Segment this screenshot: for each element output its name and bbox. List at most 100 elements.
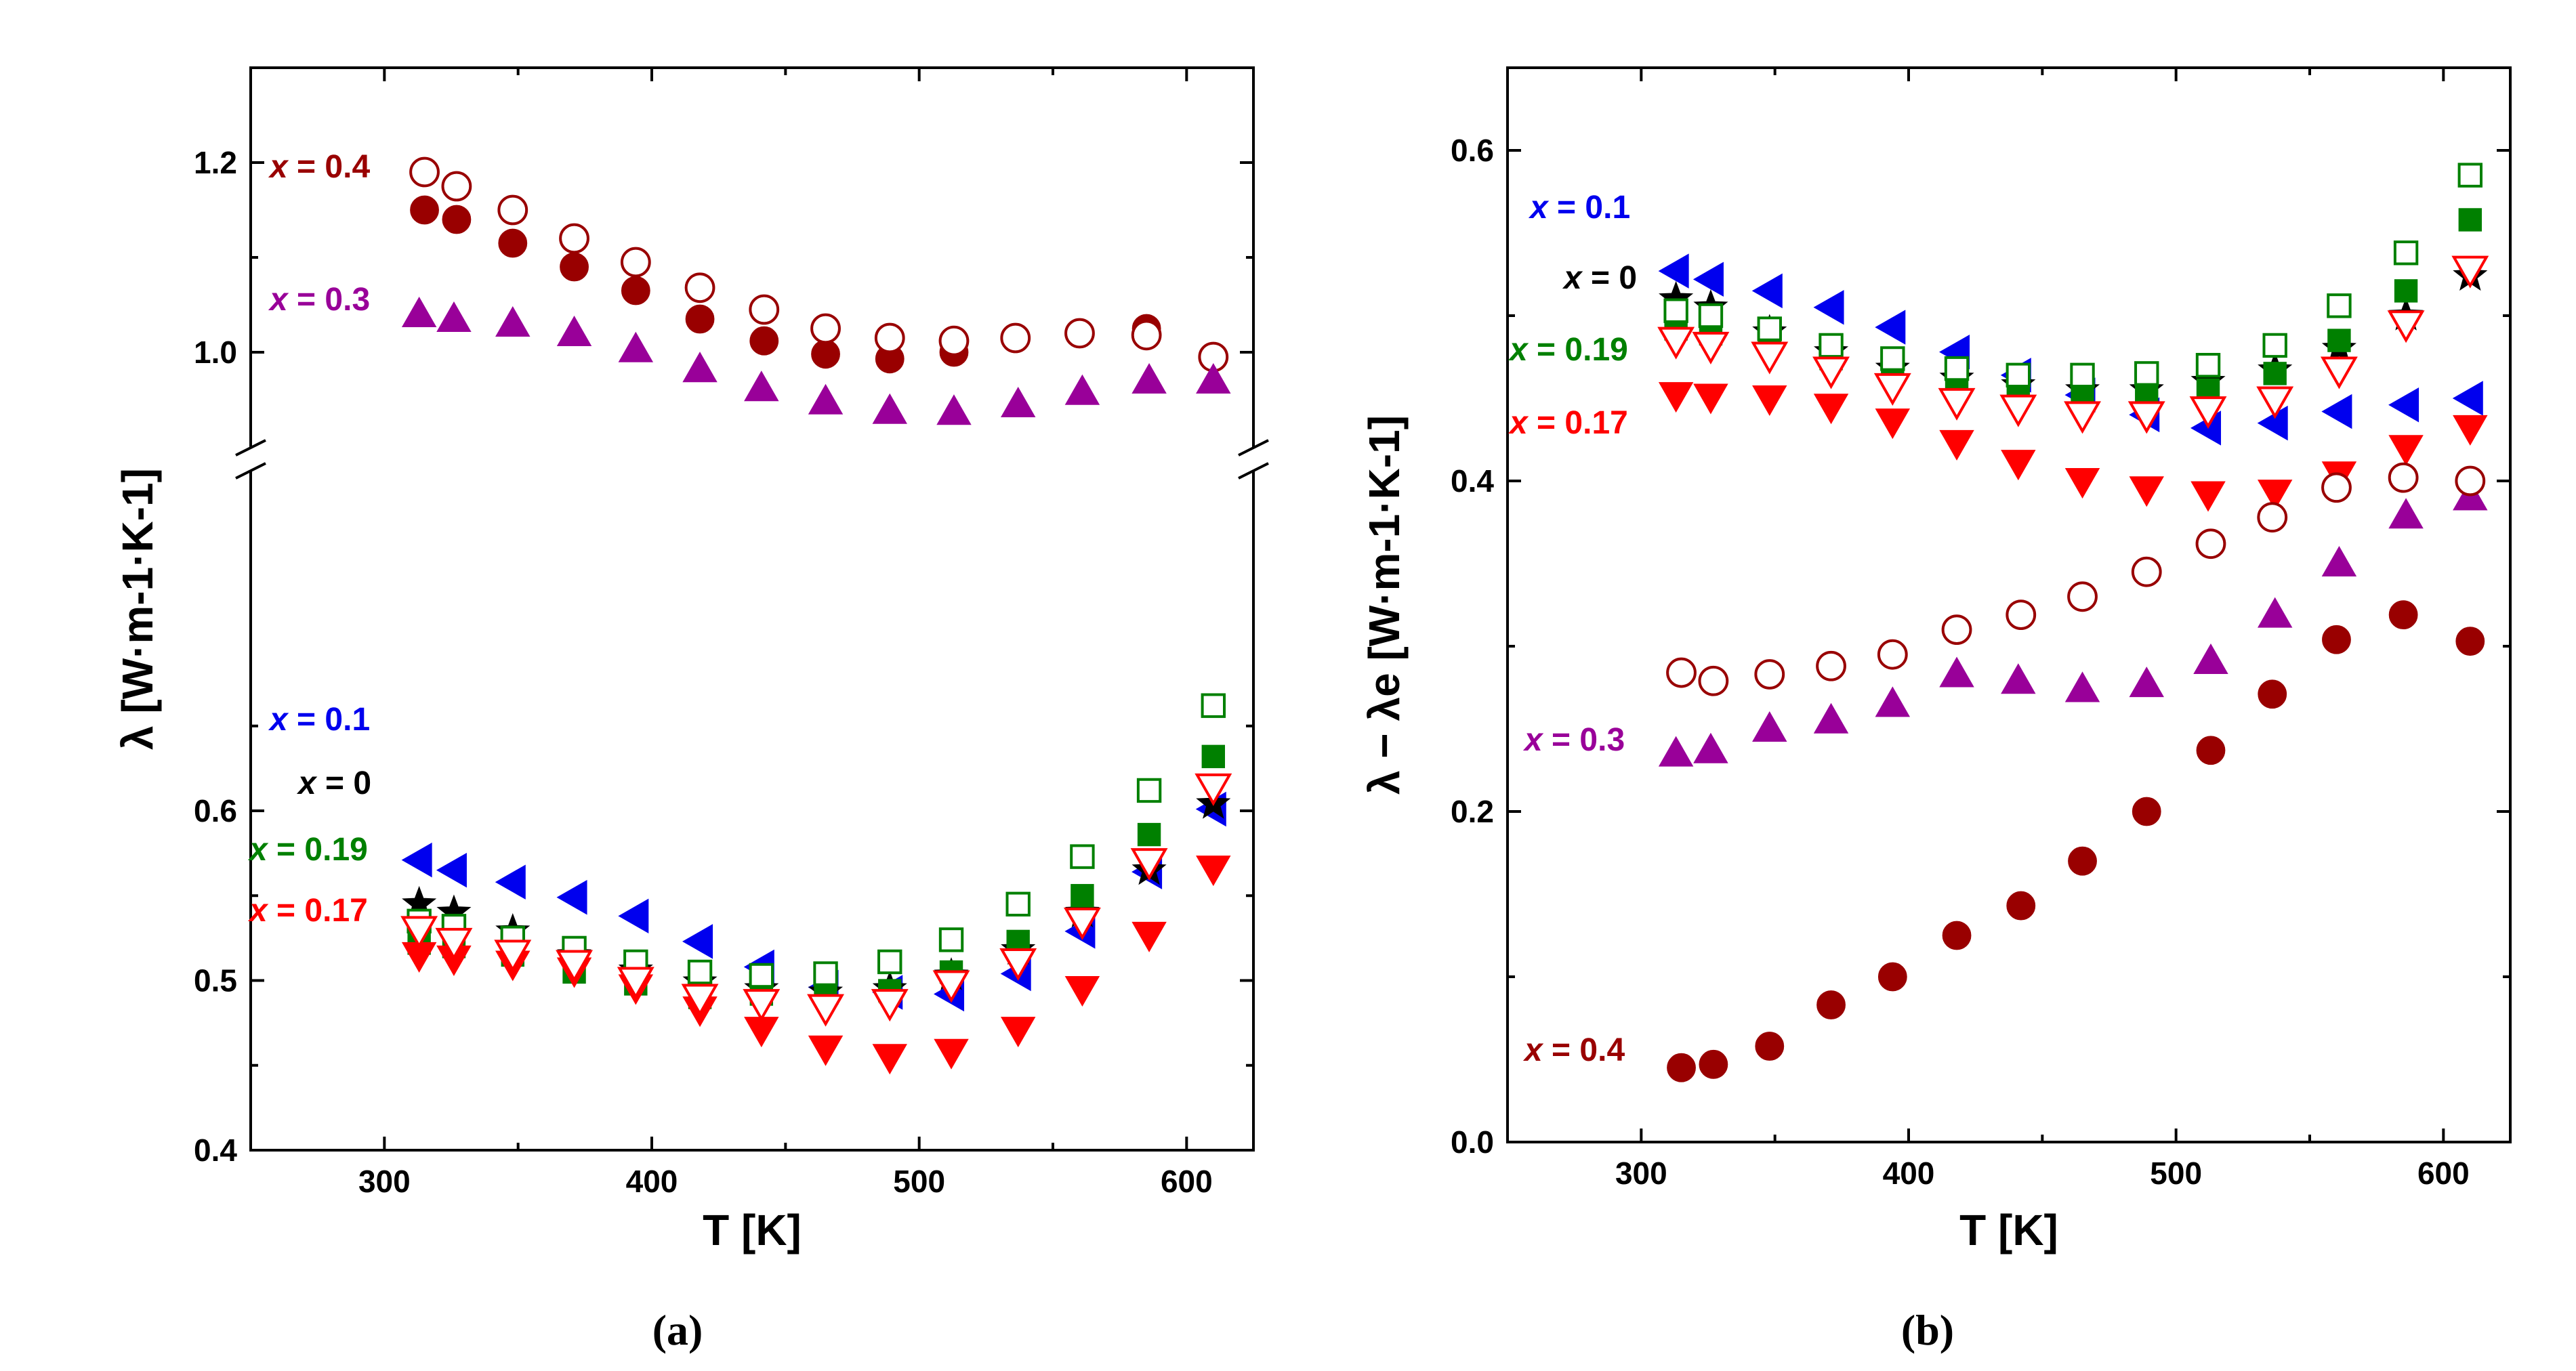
panel-a-series-2 [401,296,1231,425]
panel-a-y-axis-title: λ [W·m-1·K-1] [113,468,162,750]
data-point [807,994,844,1027]
data-point [1070,844,1095,869]
data-point [1875,310,1906,345]
data-point [1938,387,1976,421]
data-point [620,247,651,278]
data-point [2321,394,2352,429]
data-point [1942,921,1972,950]
data-point [682,924,713,959]
data-point [559,223,589,254]
panel-a-series-labels: x = 0.4 x = 0.3 x = 0.1 x = 0 x = 0.19 x = 0.… [247,149,371,929]
data-point [2257,480,2293,511]
panel-b-y-axis-title: λ − λe [W·m-1·K-1] [1360,415,1409,795]
panel-b-series-7 [1666,462,2486,696]
panel-b-frame [1506,66,2512,1143]
data-point [2451,255,2489,289]
data-point [2129,476,2164,507]
panel-b-series-label: x = 0 [1562,260,1637,296]
data-point [2001,663,2036,694]
data-point [2196,736,2226,765]
y-tick-label: 0.0 [1451,1124,1494,1160]
data-point [2127,401,2165,434]
x-tick-label: 500 [893,1164,945,1199]
panel-a-series-label: x = 0.4 [268,149,370,185]
data-point [494,940,532,973]
data-point [1130,848,1168,881]
data-point [1064,976,1100,1007]
data-point [1000,1017,1036,1048]
data-point [872,1044,907,1075]
data-point [556,880,587,915]
data-point [2388,462,2419,493]
panel-b-series-6 [1658,480,2488,767]
x-tick-label: 300 [358,1164,411,1199]
panel-a-series-0 [410,195,1228,374]
data-point [436,852,467,888]
data-point [618,331,654,362]
data-point [1751,341,1789,375]
data-point [2190,481,2226,512]
data-point [1939,429,1974,461]
panel-b-series-labels: x = 0.1 x = 0 x = 0.19 x = 0.17 x = 0.3 x = 0… [1508,190,1637,1068]
data-point [1813,702,1849,734]
data-point [2262,333,2287,358]
data-point [1813,394,1849,425]
data-point [441,171,472,202]
data-point [749,294,780,325]
x-tick-label: 400 [1883,1156,1935,1191]
data-point [2070,362,2095,388]
data-point [1692,331,1730,364]
data-point [1658,736,1694,767]
data-point [1699,1049,1728,1079]
data-point [2455,627,2485,656]
panel-b-series-8 [1667,600,2485,1082]
data-point [749,963,774,988]
data-point [2388,600,2418,630]
data-point [2257,502,2288,533]
panel-a-frame [249,66,1255,1152]
data-point [932,970,970,1003]
data-point [2067,581,2098,612]
data-point [2457,163,2483,188]
panel-a-break-mark [1238,462,1269,480]
data-point [2453,415,2488,446]
data-point [1137,822,1161,847]
data-point [743,989,781,1022]
x-tick-label: 600 [1161,1164,1213,1199]
data-point [617,967,655,1000]
data-point [938,927,964,952]
data-point [401,296,437,327]
data-point [2064,468,2100,499]
data-point [1131,921,1167,952]
data-point [1752,711,1787,742]
data-point [872,393,907,424]
panel-b-series-label: x = 0.17 [1508,405,1628,441]
data-point [2068,846,2097,876]
data-point [1941,614,1972,645]
x-tick-label: 500 [2150,1156,2202,1191]
data-point [2394,279,2418,303]
data-point [1877,639,1908,670]
data-point [2131,556,2162,587]
data-point [2256,386,2294,419]
panel-a-series-label: x = 0.3 [268,282,370,318]
panel-a: 300 400 500 600 1.0 1.2 0.4 0.5 0.6 T [K] λ [W·m… [113,66,1269,1354]
x-tick-label: 300 [1615,1156,1667,1191]
data-point [1877,962,1907,992]
data-point [2189,396,2227,429]
data-point [877,949,902,975]
data-point [934,1038,969,1070]
data-point [1939,656,1974,688]
y-upper-tick-label: 1.2 [194,145,237,180]
data-point [1000,322,1031,354]
data-point [874,322,905,354]
panel-a-break-mark [235,462,266,480]
panel-b: 300 400 500 600 0.0 0.2 0.4 0.6 T [K] λ − λe [W… [1360,66,2512,1354]
data-point [681,984,719,1017]
data-point [2195,353,2221,378]
panel-b-series-label: x = 0.3 [1522,722,1625,758]
panel-a-series-1 [409,156,1229,373]
data-point [1131,362,1167,394]
panel-a-series-8 [400,773,1232,1027]
